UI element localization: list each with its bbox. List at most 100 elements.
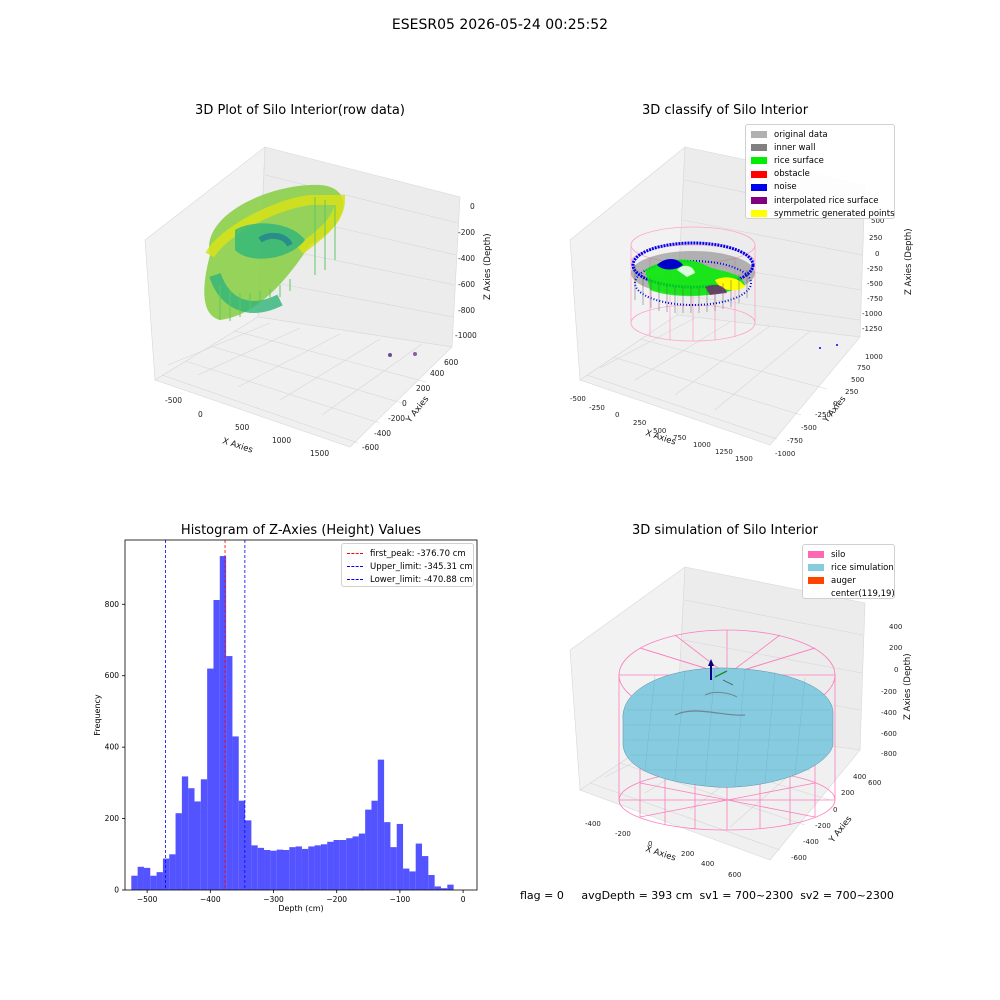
p4-ytick: 0 bbox=[833, 806, 837, 814]
histogram-bar bbox=[207, 668, 214, 890]
p2-xtick: 1000 bbox=[693, 441, 711, 449]
histogram-bar bbox=[352, 836, 359, 890]
legend-entry: auger bbox=[808, 574, 889, 587]
histogram-bar bbox=[219, 556, 227, 890]
histogram-bar bbox=[232, 736, 239, 890]
histogram-bar bbox=[320, 844, 328, 890]
panel2-legend: original data inner wall rice surface ob… bbox=[745, 124, 895, 219]
p1-ytick: 200 bbox=[416, 384, 431, 393]
p2-ytick: 250 bbox=[845, 388, 858, 396]
p2-xtick: 0 bbox=[615, 411, 619, 419]
p2-ytick: -500 bbox=[801, 424, 817, 432]
legend-swatch bbox=[751, 183, 767, 191]
histogram-bar bbox=[428, 875, 435, 890]
y-tick-label: 200 bbox=[105, 814, 120, 823]
histogram-bar bbox=[346, 838, 353, 890]
x-tick-label: 0 bbox=[461, 895, 466, 904]
legend-entry: interpolated rice surface bbox=[751, 194, 889, 207]
histogram-bar bbox=[327, 841, 334, 890]
p4-xlabel: X Axies bbox=[644, 844, 677, 863]
histogram-xlabel: Depth (cm) bbox=[278, 904, 323, 913]
histogram-bar bbox=[403, 868, 410, 890]
panel3-title: Histogram of Z-Axies (Height) Values bbox=[180, 523, 422, 538]
x-tick-label: −500 bbox=[137, 895, 158, 904]
histogram-bar bbox=[384, 822, 391, 890]
p4-ytick: -200 bbox=[815, 822, 831, 830]
histogram-bar bbox=[295, 846, 302, 890]
p2-zlabel: Z Axies (Depth) bbox=[904, 228, 914, 295]
p1-ytick: 400 bbox=[430, 369, 445, 378]
histogram-chart: −500 −400 −300 −200 −100 0 0 200 400 600 800 Dept… bbox=[93, 539, 478, 913]
histogram-bar bbox=[447, 884, 454, 890]
p2-xtick: 750 bbox=[673, 434, 686, 442]
p4-ylabel: Y Axies bbox=[827, 814, 855, 846]
p4-ytick: -600 bbox=[791, 854, 807, 862]
figure-title: ESESR05 2026-05-24 00:25:52 bbox=[391, 17, 609, 33]
legend-entry: rice simulation bbox=[808, 561, 894, 574]
histogram-bar bbox=[251, 845, 258, 890]
p4-ztick: -600 bbox=[881, 730, 897, 738]
pane-floor bbox=[154, 316, 453, 448]
y-tick-label: 600 bbox=[105, 671, 120, 680]
legend-entry: original data bbox=[751, 128, 889, 141]
p1-xlabel: X Axies bbox=[221, 436, 254, 455]
histogram-bar bbox=[131, 875, 138, 890]
histogram-ylabel: Frequency bbox=[93, 694, 102, 736]
p1-ztick: -800 bbox=[458, 306, 475, 315]
p2-ytick: 750 bbox=[857, 364, 870, 372]
histogram-bar bbox=[409, 871, 416, 890]
histogram-bar bbox=[143, 867, 151, 890]
plot-frame bbox=[124, 539, 478, 891]
y-tick-label: 400 bbox=[105, 743, 120, 752]
p1-xtick: 1000 bbox=[272, 436, 291, 445]
legend-swatch bbox=[808, 551, 824, 559]
legend-line bbox=[347, 553, 363, 555]
p2-ztick: -250 bbox=[867, 265, 883, 273]
legend-entry: noise bbox=[751, 181, 889, 194]
legend-entry: obstacle bbox=[751, 168, 889, 181]
histogram-bar bbox=[333, 840, 340, 890]
histogram-bar bbox=[308, 846, 315, 890]
histogram-bar bbox=[200, 779, 208, 890]
p2-ztick: -1250 bbox=[862, 325, 882, 333]
classified-points bbox=[631, 241, 838, 349]
legend-entry: inner wall bbox=[751, 141, 889, 154]
x-tick-label: −200 bbox=[326, 895, 347, 904]
histogram-bar bbox=[194, 801, 201, 890]
legend-entry: symmetric generated points bbox=[751, 207, 895, 220]
histogram-bar bbox=[270, 850, 277, 890]
p2-xtick: 1250 bbox=[715, 448, 733, 456]
panel2-3d-plot: -500 -250 0 250 500 750 1000 1250 1500 -… bbox=[569, 146, 914, 463]
x-tick-label: −400 bbox=[200, 895, 221, 904]
histogram-bar bbox=[150, 875, 157, 890]
histogram-bar bbox=[169, 854, 176, 890]
p1-ytick: -600 bbox=[362, 443, 379, 452]
p1-zlabel: Z Axies (Depth) bbox=[483, 233, 493, 300]
histogram-bar bbox=[238, 800, 246, 890]
y-tick-label: 0 bbox=[114, 886, 119, 895]
legend-line bbox=[347, 579, 363, 581]
p4-ytick: 200 bbox=[841, 789, 854, 797]
point-cloud bbox=[204, 184, 417, 357]
histogram-bar bbox=[415, 843, 423, 890]
histogram-bar bbox=[162, 858, 170, 890]
p4-ztick: -200 bbox=[881, 688, 897, 696]
p2-ztick: 0 bbox=[875, 250, 879, 258]
histogram-bar bbox=[276, 849, 283, 890]
histogram-bar bbox=[213, 600, 220, 890]
p4-ztick: -800 bbox=[881, 750, 897, 758]
p1-ztick: -1000 bbox=[455, 331, 477, 340]
p4-ztick: 0 bbox=[894, 666, 898, 674]
p2-ztick: -500 bbox=[867, 280, 883, 288]
p1-ytick: -200 bbox=[388, 414, 405, 423]
p1-ytick: -400 bbox=[374, 429, 391, 438]
histogram-bar bbox=[371, 800, 378, 890]
panel3-legend: first_peak: -376.70 cm Upper_limit: -345… bbox=[341, 543, 474, 587]
p2-ytick: 500 bbox=[851, 376, 864, 384]
auger-marker bbox=[708, 659, 734, 686]
p4-ztick: -400 bbox=[881, 709, 897, 717]
histogram-bar bbox=[440, 888, 448, 890]
legend-swatch bbox=[808, 591, 824, 598]
p2-ytick: -250 bbox=[815, 411, 831, 419]
legend-entry: rice surface bbox=[751, 154, 889, 167]
